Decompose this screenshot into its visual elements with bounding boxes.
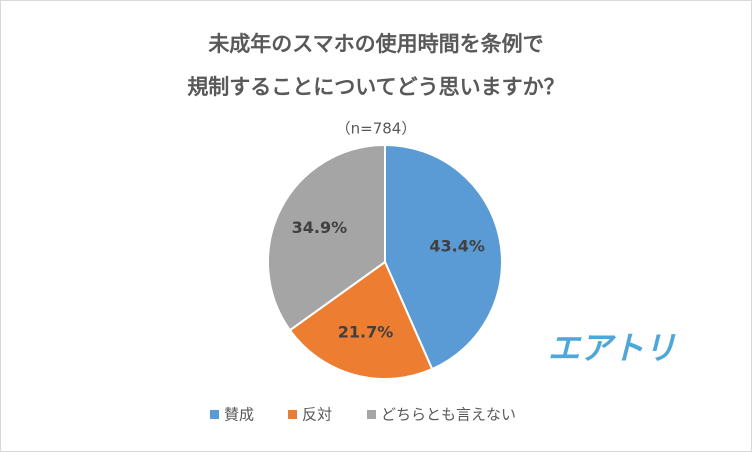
pie-slice xyxy=(267,143,386,332)
legend-swatch xyxy=(288,410,297,419)
legend-label: 賛成 xyxy=(224,406,254,424)
chart-title: 未成年のスマホの使用時間を条例で xyxy=(208,32,543,56)
legend-label: 反対 xyxy=(302,406,332,424)
legend-swatch xyxy=(210,410,219,419)
data-label: 21.7% xyxy=(338,323,394,342)
chart-title: 規制することについてどう思いますか？ xyxy=(187,75,564,99)
legend-label: どちらとも言えない xyxy=(381,406,516,424)
data-label: 34.9% xyxy=(292,218,348,237)
pie-slice xyxy=(384,143,503,371)
logo: エアトリ xyxy=(548,329,676,367)
pie-slice xyxy=(288,260,434,380)
chart-subtitle: （n=784） xyxy=(336,120,417,138)
data-label: 43.4% xyxy=(429,236,485,255)
legend-swatch xyxy=(367,410,376,419)
